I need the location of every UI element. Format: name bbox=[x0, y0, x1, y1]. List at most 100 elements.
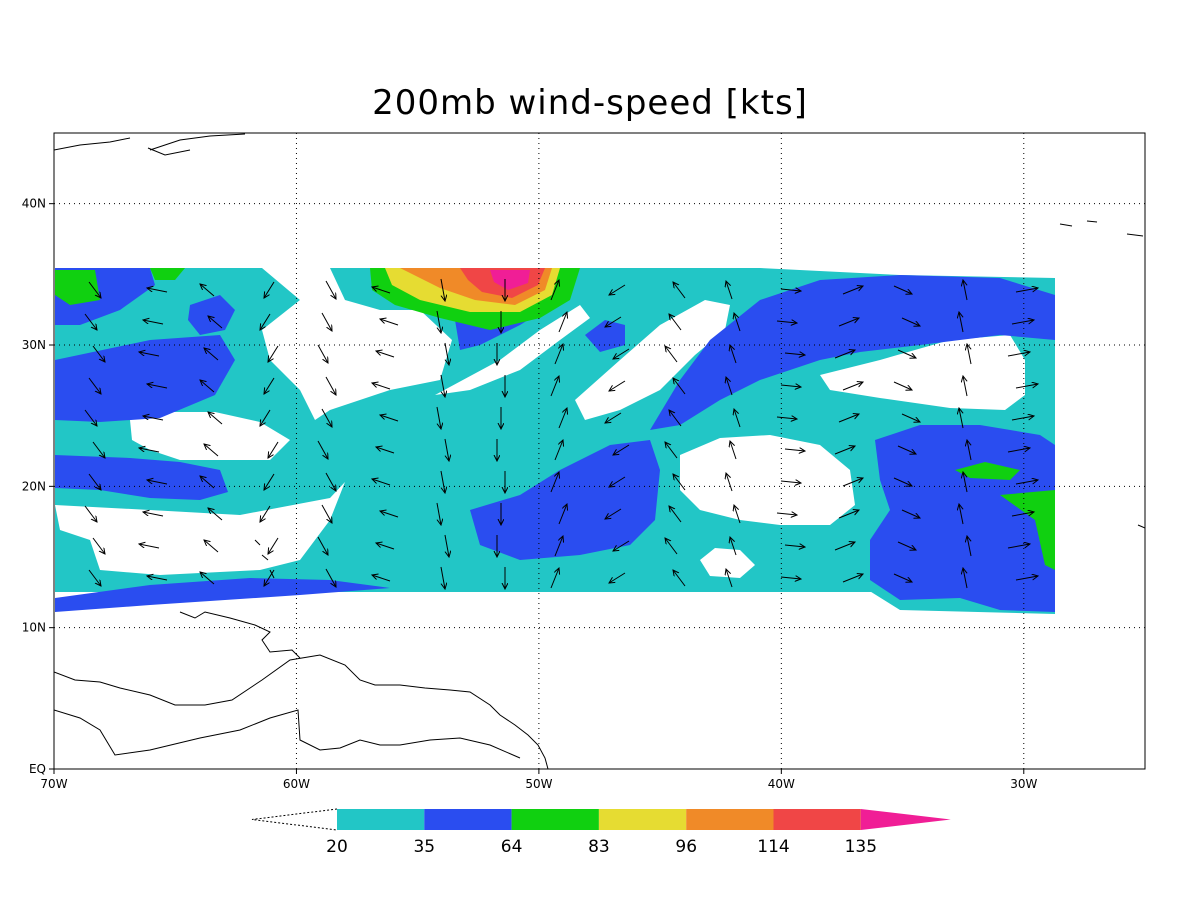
wind-arrow bbox=[1011, 320, 1034, 325]
wind-arrow bbox=[260, 409, 271, 426]
wind-arrow bbox=[317, 440, 328, 459]
wind-arrow bbox=[726, 377, 733, 396]
wind-arrow bbox=[325, 376, 336, 395]
wind-arrow bbox=[842, 478, 863, 487]
wind-arrow bbox=[372, 479, 391, 486]
wind-arrow bbox=[436, 406, 441, 429]
shade-below-20-d bbox=[435, 305, 590, 395]
wind-arrow bbox=[780, 577, 801, 579]
shade-below-20-j bbox=[760, 268, 1055, 278]
wind-arrow bbox=[147, 480, 168, 485]
colorbar-level-label: 35 bbox=[413, 837, 435, 857]
lat-tick-label: 10N bbox=[22, 621, 46, 635]
wind-arrow bbox=[959, 504, 963, 525]
wind-arrow bbox=[893, 285, 912, 294]
wind-arrow bbox=[901, 509, 920, 518]
axis-labels: 70W 60W 50W 40W 30W EQ 10N 20N 30N 40N bbox=[22, 197, 1038, 791]
coast-nova-scotia bbox=[147, 133, 246, 156]
wind-arrow bbox=[613, 540, 630, 551]
lon-tick-label: 60W bbox=[283, 777, 310, 791]
wind-arrow bbox=[776, 417, 797, 419]
wind-arrow bbox=[88, 281, 101, 298]
colorbar-level-label: 64 bbox=[501, 837, 523, 857]
wind-arrow bbox=[143, 416, 164, 421]
wind-arrow bbox=[321, 312, 332, 331]
colorbar-segment bbox=[424, 809, 512, 830]
wind-arrow bbox=[143, 512, 164, 517]
coastlines bbox=[54, 133, 1145, 769]
wind-arrow bbox=[1015, 384, 1038, 389]
wind-arrow bbox=[380, 319, 399, 326]
wind-arrow bbox=[780, 481, 801, 483]
coast-antilles bbox=[179, 611, 301, 659]
wind-arrow bbox=[325, 568, 336, 587]
wind-arrow bbox=[372, 383, 391, 390]
wind-arrow bbox=[317, 536, 328, 555]
wind-arrow bbox=[260, 505, 271, 522]
coast-cape-verde bbox=[1137, 524, 1145, 529]
wind-arrow bbox=[325, 280, 336, 299]
wind-arrow bbox=[1011, 512, 1034, 517]
colorbar-segment bbox=[337, 809, 425, 830]
wind-arrow bbox=[609, 380, 626, 391]
wind-arrow bbox=[554, 440, 563, 461]
wind-arrow bbox=[734, 313, 741, 332]
wind-arrow bbox=[139, 544, 160, 549]
shade-35-64-east bbox=[870, 425, 1055, 612]
wind-arrow bbox=[208, 316, 223, 329]
wind-arrow bbox=[376, 543, 395, 550]
colorbar-level-label: 96 bbox=[675, 837, 697, 857]
wind-arrow bbox=[784, 545, 805, 547]
wind-arrow bbox=[200, 476, 215, 489]
wind-arrow bbox=[440, 278, 445, 301]
wind-arrow bbox=[1007, 544, 1030, 549]
wind-arrow bbox=[444, 438, 449, 461]
shade-below-20-h bbox=[700, 548, 755, 578]
wind-arrow bbox=[92, 345, 105, 362]
coast-south-america bbox=[54, 654, 549, 769]
wind-arrow bbox=[554, 536, 563, 557]
wind-arrow bbox=[959, 312, 963, 333]
wind-arrow bbox=[208, 412, 223, 425]
coast-azores-c bbox=[1126, 233, 1144, 237]
wind-arrow bbox=[842, 286, 863, 295]
wind-arrow bbox=[558, 504, 567, 525]
wind-arrow bbox=[84, 505, 97, 522]
shade-64-83-nw bbox=[150, 268, 185, 280]
wind-arrow bbox=[200, 380, 215, 393]
wind-arrow bbox=[372, 287, 391, 294]
wind-arrow bbox=[963, 376, 967, 397]
shade-below-20-a bbox=[262, 268, 452, 420]
wind-arrow bbox=[609, 476, 626, 487]
wind-arrow bbox=[613, 348, 630, 359]
wind-arrow bbox=[1007, 352, 1030, 357]
wind-arrow bbox=[376, 447, 395, 454]
wind-arrow bbox=[550, 376, 559, 397]
lon-tick-label: 50W bbox=[525, 777, 552, 791]
wind-arrow bbox=[436, 310, 441, 333]
wind-speed-shading bbox=[55, 268, 1055, 614]
wind-arrow bbox=[734, 409, 741, 428]
shade-below-20-f bbox=[680, 435, 855, 525]
wind-arrow bbox=[959, 408, 963, 429]
wind-arrow bbox=[963, 280, 967, 301]
wind-arrow bbox=[730, 441, 737, 460]
colorbar-level-label: 135 bbox=[845, 837, 877, 857]
wind-arrow bbox=[139, 352, 160, 357]
wind-arrow bbox=[665, 538, 678, 555]
wind-arrow bbox=[838, 318, 859, 327]
wind-arrow bbox=[613, 444, 630, 455]
wind-arrow bbox=[776, 513, 797, 515]
coast-newfoundland bbox=[54, 137, 131, 151]
wind-arrow bbox=[264, 473, 275, 490]
wind-arrow bbox=[268, 441, 279, 458]
shade-below-20-g bbox=[820, 335, 1025, 410]
shade-64-83-east-a bbox=[955, 462, 1020, 480]
wind-arrow bbox=[147, 576, 168, 581]
map-title: 200mb wind-speed [kts] bbox=[372, 83, 808, 123]
wind-arrow bbox=[260, 313, 271, 330]
wind-arrow bbox=[967, 536, 971, 557]
wind-arrow bbox=[147, 288, 168, 293]
wind-arrow bbox=[264, 281, 275, 298]
lon-tick-label: 40W bbox=[768, 777, 795, 791]
